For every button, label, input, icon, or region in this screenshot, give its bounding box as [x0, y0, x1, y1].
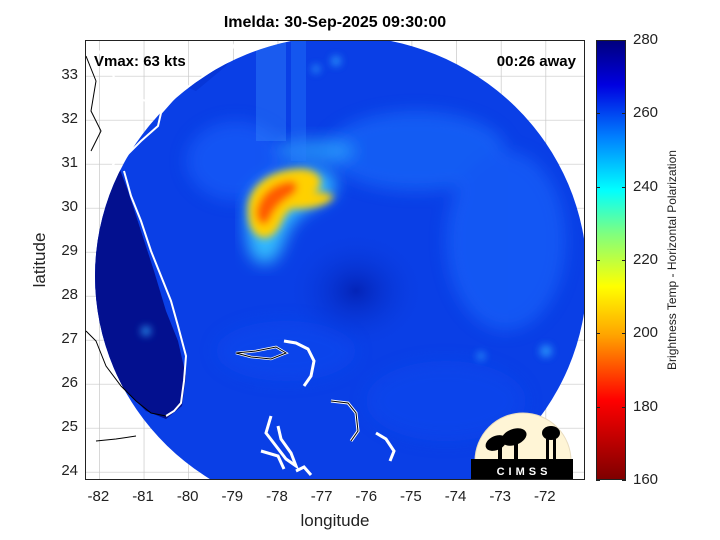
- y-tick-label: 29: [61, 242, 78, 260]
- x-tick-label: -81: [132, 488, 154, 505]
- x-tick-label: -72: [533, 488, 556, 505]
- x-tick-label: -75: [400, 488, 422, 505]
- colorbar-label: Brightness Temp - Horizontal Polarizatio…: [665, 150, 679, 370]
- map-plot-area[interactable]: Vmax: 63 kts 00:26 away: [85, 40, 585, 480]
- x-tick-label: -80: [176, 488, 199, 505]
- coastlines: [90, 41, 237, 417]
- vmax-label: Vmax: 63 kts: [94, 53, 186, 70]
- y-tick-label: 27: [61, 330, 78, 348]
- y-tick-label: 28: [61, 286, 78, 304]
- microwave-imagery-map: [86, 41, 584, 479]
- y-tick-label: 32: [61, 110, 78, 128]
- cimss-logo-text: CIMSS: [496, 466, 552, 478]
- x-tick-label: -77: [310, 488, 333, 505]
- swath-imagery: [95, 41, 584, 479]
- y-tick-label: 26: [61, 374, 78, 392]
- coastlines-black: [86, 55, 167, 442]
- y-tick-label: 25: [61, 418, 78, 436]
- x-tick-label: -79: [221, 488, 244, 505]
- scan-stripes: [256, 41, 306, 161]
- x-tick-label: -78: [266, 488, 288, 505]
- x-tick-label: -73: [489, 488, 512, 505]
- colorbar-tick-label: 180: [633, 397, 659, 415]
- y-tick-label: 24: [61, 462, 78, 480]
- time-away-label: 00:26 away: [496, 53, 576, 70]
- plot-title: Imelda: 30-Sep-2025 09:30:00: [223, 14, 447, 31]
- x-tick-label: -74: [444, 488, 467, 505]
- colorbar-tick-label: 220: [633, 251, 659, 268]
- cimss-logo: [471, 412, 573, 479]
- colorbar-tick-label: 200: [633, 324, 659, 342]
- y-tick-label: 30: [61, 198, 78, 216]
- x-tick-label: -76: [355, 488, 378, 505]
- colorbar-tick-label: 280: [633, 31, 659, 48]
- x-axis-label: longitude: [300, 511, 370, 530]
- y-tick-label: 31: [61, 154, 78, 172]
- colorbar-tick-label: 160: [633, 471, 659, 488]
- y-tick-label: 33: [61, 66, 78, 84]
- florida-land: [95, 151, 186, 419]
- y-axis-label: latitude: [30, 232, 49, 288]
- colorbar-tick-label: 240: [633, 177, 659, 195]
- colorbar: [596, 40, 626, 480]
- colorbar-tick-label: 260: [633, 104, 659, 122]
- x-tick-label: -82: [87, 488, 110, 505]
